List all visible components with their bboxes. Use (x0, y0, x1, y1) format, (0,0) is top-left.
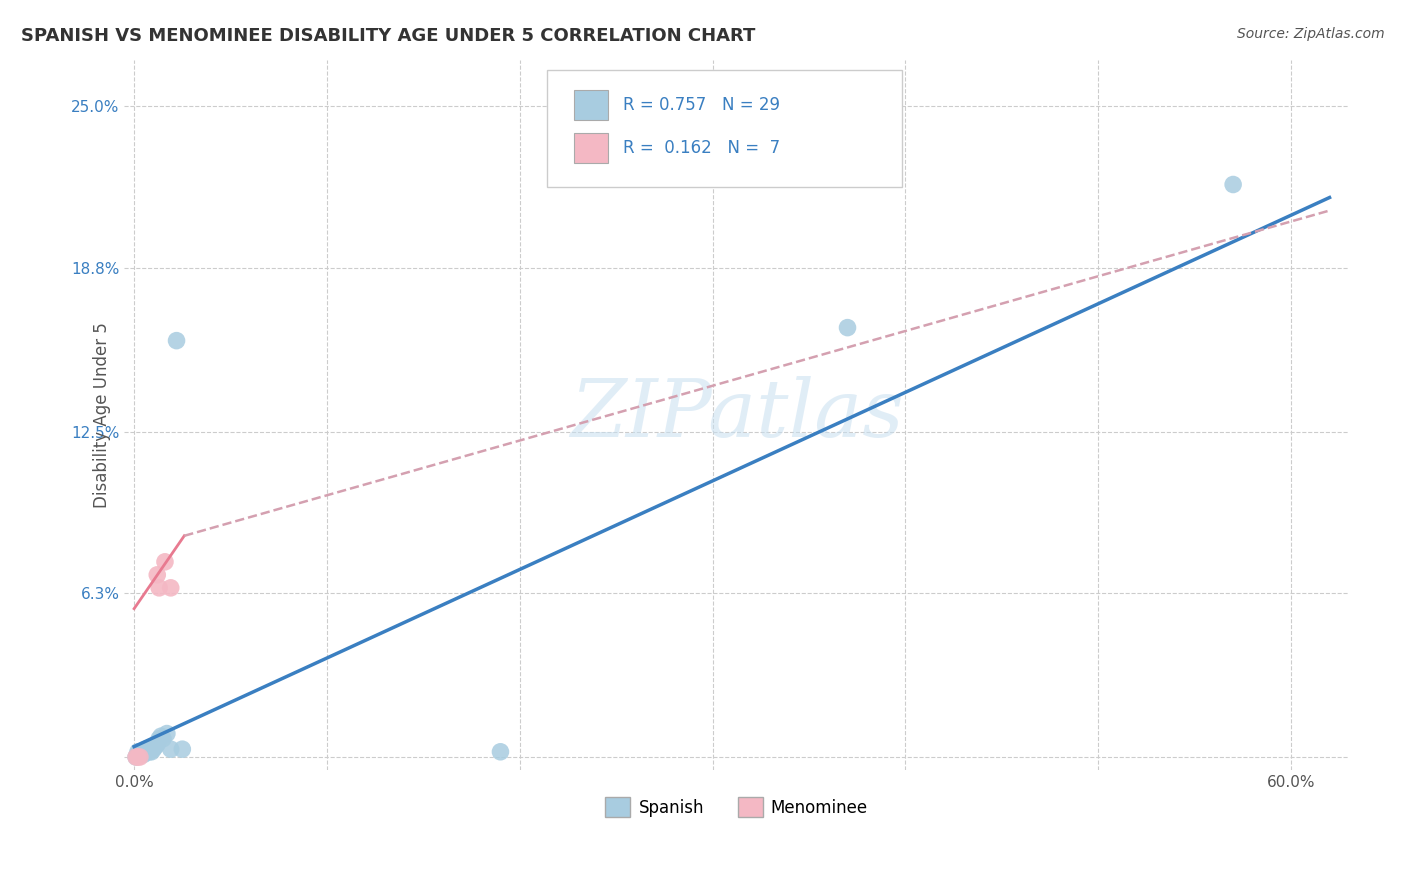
Point (125, 750, 148, 764)
Text: SPANISH VS MENOMINEE DISABILITY AGE UNDER 5 CORRELATION CHART: SPANISH VS MENOMINEE DISABILITY AGE UNDE… (21, 27, 755, 45)
Point (127, 747, 149, 762)
Point (143, 739, 166, 754)
Point (142, 742, 165, 756)
Legend: Spanish, Menominee: Spanish, Menominee (598, 789, 876, 826)
Text: R =  0.162   N =  7: R = 0.162 N = 7 (623, 138, 780, 157)
Point (129, 747, 152, 762)
Y-axis label: Disability Age Under 5: Disability Age Under 5 (93, 322, 111, 508)
Point (129, 745, 152, 759)
Point (166, 334, 188, 348)
Point (127, 750, 149, 764)
Point (141, 742, 163, 756)
Point (152, 731, 174, 746)
Point (135, 745, 157, 759)
Point (837, 320, 859, 334)
Point (159, 581, 181, 595)
Point (142, 739, 165, 754)
Text: R = 0.757   N = 29: R = 0.757 N = 29 (623, 96, 780, 114)
Point (489, 745, 512, 759)
Point (150, 729, 173, 743)
Point (1222, 178, 1244, 192)
Point (138, 745, 160, 759)
Point (141, 745, 163, 759)
Point (131, 745, 153, 759)
Text: ZIPatlas: ZIPatlas (569, 376, 904, 453)
Point (131, 747, 153, 762)
Point (125, 750, 148, 764)
Point (153, 555, 176, 569)
Point (132, 747, 155, 762)
Point (146, 567, 169, 582)
Text: Source: ZipAtlas.com: Source: ZipAtlas.com (1237, 27, 1385, 41)
Point (148, 731, 170, 746)
Point (132, 745, 155, 759)
FancyBboxPatch shape (574, 133, 607, 162)
Point (135, 742, 157, 756)
Point (156, 726, 179, 740)
Point (136, 742, 159, 756)
Point (159, 742, 181, 756)
Point (127, 745, 149, 759)
FancyBboxPatch shape (547, 70, 901, 187)
Point (146, 737, 169, 751)
FancyBboxPatch shape (574, 90, 607, 120)
Point (172, 742, 194, 756)
Point (148, 581, 170, 595)
Point (129, 750, 152, 764)
